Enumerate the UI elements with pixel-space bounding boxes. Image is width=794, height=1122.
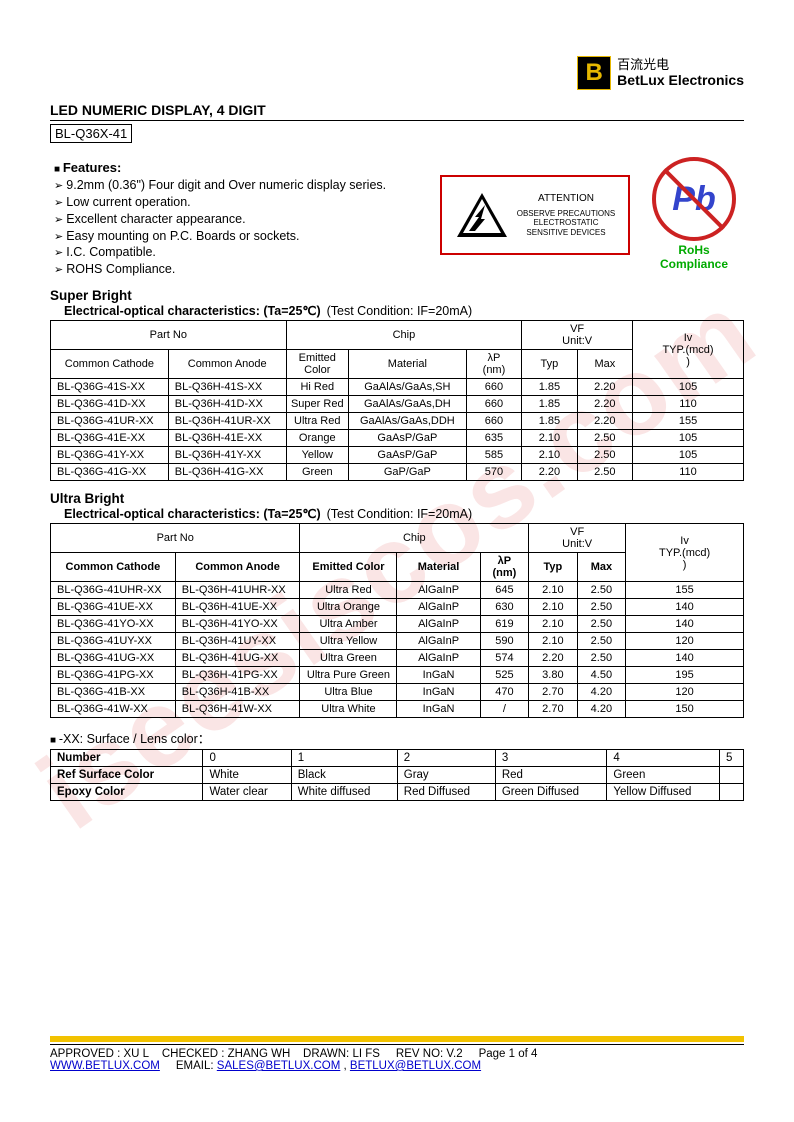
feature-item: I.C. Compatible. [54, 244, 426, 261]
surface-title: -XX: Surface / Lens color： [50, 728, 744, 747]
table-row: BL-Q36G-41UG-XXBL-Q36H-41UG-XXUltra Gree… [51, 650, 744, 667]
table-row: BL-Q36G-41B-XXBL-Q36H-41B-XXUltra BlueIn… [51, 684, 744, 701]
table-row: BL-Q36G-41G-XXBL-Q36H-41G-XXGreenGaP/GaP… [51, 464, 744, 481]
esd-attention: ATTENTION [517, 193, 616, 205]
esd-warning: ATTENTION OBSERVE PRECAUTIONS ELECTROSTA… [440, 175, 630, 255]
esd-icon [455, 191, 509, 239]
ultra-bright-title: Ultra Bright [50, 491, 744, 506]
feature-item: Easy mounting on P.C. Boards or sockets. [54, 228, 426, 245]
page-title: LED NUMERIC DISPLAY, 4 DIGIT [50, 102, 744, 118]
esd-line: ELECTROSTATIC [517, 218, 616, 228]
header: B 百流光电 BetLux Electronics [50, 56, 744, 90]
esd-line: OBSERVE PRECAUTIONS [517, 209, 616, 219]
table-row: BL-Q36G-41W-XXBL-Q36H-41W-XXUltra WhiteI… [51, 701, 744, 718]
footer: APPROVED : XU L CHECKED : ZHANG WH DRAWN… [50, 1036, 744, 1072]
table-row: BL-Q36G-41UY-XXBL-Q36H-41UY-XXUltra Yell… [51, 633, 744, 650]
table-row: BL-Q36G-41UHR-XXBL-Q36H-41UHR-XXUltra Re… [51, 582, 744, 599]
super-bright-subtitle: Electrical-optical characteristics: (Ta=… [64, 303, 744, 318]
checked: CHECKED : ZHANG WH [162, 1048, 290, 1060]
email-link[interactable]: SALES@BETLUX.COM [217, 1060, 341, 1072]
approved: APPROVED : XU L [50, 1048, 149, 1060]
feature-item: Excellent character appearance. [54, 211, 426, 228]
logo-icon: B [577, 56, 611, 90]
feature-item: 9.2mm (0.36") Four digit and Over numeri… [54, 177, 426, 194]
rohs-label: RoHs Compliance [644, 243, 744, 271]
ultra-bright-subtitle: Electrical-optical characteristics: (Ta=… [64, 506, 744, 521]
esd-line: SENSITIVE DEVICES [517, 228, 616, 238]
super-bright-title: Super Bright [50, 288, 744, 303]
title-rule [50, 120, 744, 121]
table-row: BL-Q36G-41YO-XXBL-Q36H-41YO-XXUltra Ambe… [51, 616, 744, 633]
table-row: BL-Q36G-41UE-XXBL-Q36H-41UE-XXUltra Oran… [51, 599, 744, 616]
surface-table: Number 01 23 45 Ref Surface Color WhiteB… [50, 749, 744, 801]
pb-free-icon: Pb [652, 157, 736, 241]
features-heading: Features: [54, 159, 426, 177]
table-row: BL-Q36G-41UR-XXBL-Q36H-41UR-XXUltra RedG… [51, 413, 744, 430]
ultra-bright-table: Part No Chip VFUnit:V IvTYP.(mcd)) Commo… [50, 523, 744, 718]
table-row: BL-Q36G-41Y-XXBL-Q36H-41Y-XXYellowGaAsP/… [51, 447, 744, 464]
page: Page 1 of 4 [479, 1048, 538, 1060]
feature-item: Low current operation. [54, 194, 426, 211]
drawn: DRAWN: LI FS [303, 1048, 380, 1060]
super-bright-table: Part No Chip VFUnit:V IvTYP.(mcd)) Commo… [50, 320, 744, 481]
logo-en: BetLux Electronics [617, 72, 744, 89]
email-link[interactable]: BETLUX@BETLUX.COM [350, 1060, 481, 1072]
website-link[interactable]: WWW.BETLUX.COM [50, 1060, 160, 1072]
table-row: BL-Q36G-41PG-XXBL-Q36H-41PG-XXUltra Pure… [51, 667, 744, 684]
part-number: BL-Q36X-41 [50, 124, 132, 143]
rohs-badge: Pb RoHs Compliance [644, 157, 744, 271]
logo-cn: 百流光电 [617, 57, 744, 73]
table-row: BL-Q36G-41E-XXBL-Q36H-41E-XXOrangeGaAsP/… [51, 430, 744, 447]
rev: REV NO: V.2 [396, 1048, 463, 1060]
footer-bar [50, 1036, 744, 1042]
feature-item: ROHS Compliance. [54, 261, 426, 278]
table-row: BL-Q36G-41S-XXBL-Q36H-41S-XXHi RedGaAlAs… [51, 379, 744, 396]
email-label: EMAIL: [176, 1060, 214, 1072]
table-row: BL-Q36G-41D-XXBL-Q36H-41D-XXSuper RedGaA… [51, 396, 744, 413]
logo: B 百流光电 BetLux Electronics [577, 56, 744, 90]
